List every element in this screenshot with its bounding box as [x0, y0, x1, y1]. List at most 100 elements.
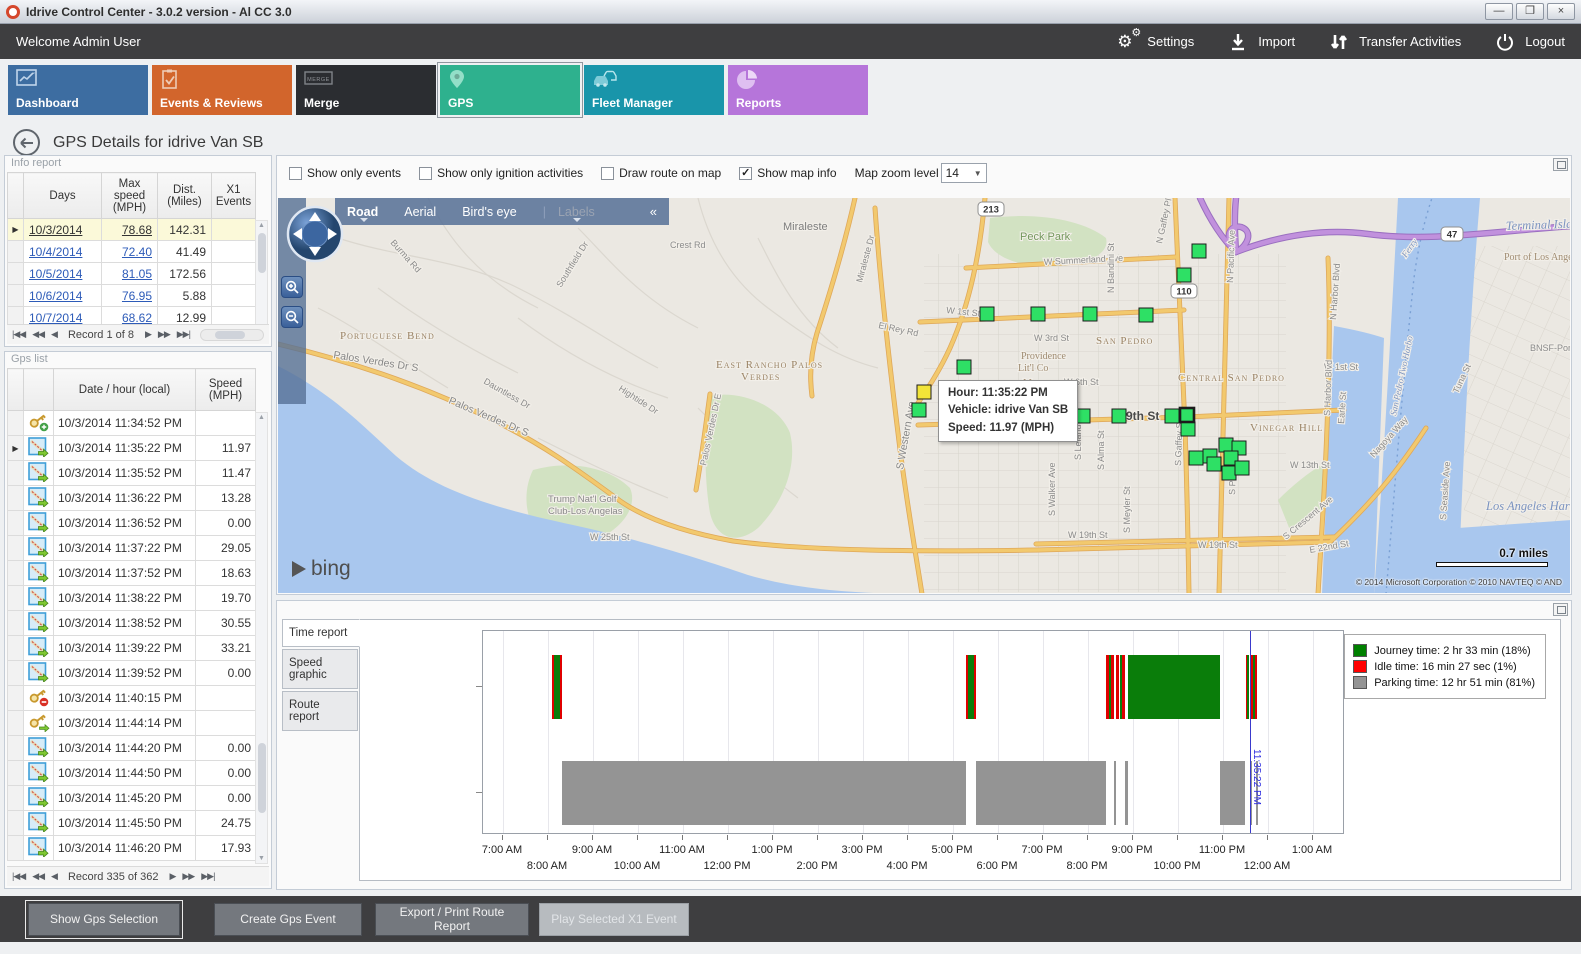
- col-speed[interactable]: Speed (MPH): [195, 368, 256, 411]
- gps-list-row[interactable]: 10/3/2014 11:36:52 PM 0.00: [7, 510, 256, 536]
- pager-hscrollbar[interactable]: [200, 328, 264, 341]
- gps-list-row[interactable]: 10/3/2014 11:40:15 PM: [7, 685, 256, 711]
- col-max-speed[interactable]: Max speed (MPH): [101, 172, 158, 219]
- map-zoom-out-button[interactable]: [281, 306, 303, 328]
- logout-button[interactable]: Logout: [1495, 32, 1565, 52]
- tile-events-reviews[interactable]: Events & Reviews: [152, 65, 292, 115]
- map-marker[interactable]: [1164, 408, 1180, 424]
- play-selected-x1-event-button[interactable]: Play Selected X1 Event: [539, 902, 689, 936]
- map-marker[interactable]: [1180, 421, 1196, 437]
- pager-prev-icon[interactable]: ◀: [51, 871, 58, 881]
- gps-list-row[interactable]: 10/3/2014 11:37:52 PM 18.63: [7, 560, 256, 586]
- max-speed-link[interactable]: 68.62: [121, 310, 152, 325]
- gps-list-row[interactable]: 10/3/2014 11:38:52 PM 30.55: [7, 610, 256, 636]
- map-marker[interactable]: [1206, 456, 1222, 472]
- gantt-plot-area[interactable]: 11:35:22 PM: [482, 630, 1344, 834]
- map-marker[interactable]: [1191, 243, 1207, 259]
- max-speed-link[interactable]: 78.68: [121, 222, 152, 237]
- map-style-aerial[interactable]: Aerial: [404, 204, 437, 219]
- export-print-route-report-button[interactable]: Export / Print Route Report: [375, 902, 529, 936]
- checkbox-show-only-events[interactable]: Show only events: [289, 166, 401, 180]
- create-gps-event-button[interactable]: Create Gps Event: [214, 902, 362, 936]
- gps-list-row[interactable]: 10/3/2014 11:36:22 PM 13.28: [7, 485, 256, 511]
- gps-list-row[interactable]: 10/3/2014 11:37:22 PM 29.05: [7, 535, 256, 561]
- max-speed-link[interactable]: 72.40: [121, 244, 152, 259]
- map-marker[interactable]: [956, 359, 972, 375]
- tile-dashboard[interactable]: Dashboard: [8, 65, 148, 115]
- pager-prev-icon[interactable]: ◀: [51, 329, 58, 339]
- pager-last-icon[interactable]: ▶▶|: [176, 329, 191, 339]
- map-marker[interactable]: [1176, 267, 1192, 283]
- checkbox-show-only-ignition-activities[interactable]: Show only ignition activities: [419, 166, 583, 180]
- map-marker[interactable]: [916, 384, 932, 400]
- tile-fleet-manager[interactable]: Fleet Manager: [584, 65, 724, 115]
- gps-list-row[interactable]: 10/3/2014 11:35:52 PM 11.47: [7, 460, 256, 486]
- pager-first-icon[interactable]: |◀◀: [12, 329, 26, 339]
- day-link[interactable]: 10/4/2014: [29, 244, 83, 259]
- col-distance[interactable]: Dist. (Miles): [157, 172, 212, 219]
- gps-list-row[interactable]: 10/3/2014 11:38:22 PM 19.70: [7, 585, 256, 611]
- col-date-hour[interactable]: Date / hour (local): [53, 368, 196, 411]
- show-gps-selection-button[interactable]: Show Gps Selection: [25, 899, 183, 939]
- info-report-row[interactable]: ▶ 10/3/2014 78.68 142.31: [7, 218, 256, 241]
- map-style-birdseye[interactable]: Bird's eye: [462, 204, 517, 219]
- info-scrollbar[interactable]: ▲ ▼: [255, 220, 268, 332]
- max-speed-link[interactable]: 76.95: [121, 288, 152, 303]
- map-marker[interactable]: [1030, 306, 1046, 322]
- day-link[interactable]: 10/6/2014: [29, 288, 83, 303]
- navbar-collapse-button[interactable]: «: [649, 204, 657, 219]
- info-report-row[interactable]: 10/7/2014 68.62 12.99: [7, 306, 256, 329]
- pager-next-icon[interactable]: ▶: [169, 871, 176, 881]
- map-marker[interactable]: [1218, 437, 1234, 453]
- gps-scrollbar[interactable]: ▲ ▼: [255, 412, 268, 864]
- pager-next-page-icon[interactable]: ▶▶: [182, 871, 195, 881]
- map-marker[interactable]: [1188, 450, 1204, 466]
- day-link[interactable]: 10/5/2014: [29, 266, 83, 281]
- transfer-activities-button[interactable]: Transfer Activities: [1329, 32, 1461, 52]
- info-report-row[interactable]: 10/5/2014 81.05 172.56: [7, 262, 256, 285]
- map-panel-expand-button[interactable]: [1553, 158, 1568, 171]
- map-compass-control[interactable]: [285, 204, 345, 264]
- map-viewport[interactable]: Burma Rd Crest Rd Southfield Dr Miraleste Mi…: [278, 198, 1570, 593]
- gps-list-row[interactable]: 10/3/2014 11:44:14 PM: [7, 710, 256, 736]
- checkbox-draw-route-on-map[interactable]: Draw route on map: [601, 166, 721, 180]
- pager-prev-page-icon[interactable]: ◀◀: [32, 871, 45, 881]
- tab-speed-graphic[interactable]: Speed graphic: [282, 649, 358, 689]
- max-speed-link[interactable]: 81.05: [121, 266, 152, 281]
- checkbox-show-map-info[interactable]: ✓ Show map info: [739, 166, 837, 180]
- map-marker[interactable]: [979, 306, 995, 322]
- tab-time-report[interactable]: Time report: [282, 619, 360, 647]
- minimize-button[interactable]: —: [1485, 3, 1513, 20]
- map-zoom-in-button[interactable]: [281, 276, 303, 298]
- pager-next-icon[interactable]: ▶: [145, 329, 152, 339]
- tab-route-report[interactable]: Route report: [282, 691, 358, 731]
- pager-last-icon[interactable]: ▶▶|: [201, 871, 215, 881]
- day-link[interactable]: 10/3/2014: [29, 222, 83, 237]
- map-marker[interactable]: [1111, 408, 1127, 424]
- day-link[interactable]: 10/7/2014: [29, 310, 83, 325]
- gps-list-row[interactable]: 10/3/2014 11:34:52 PM: [7, 410, 256, 436]
- col-x1-events[interactable]: X1 Events: [211, 172, 256, 219]
- info-report-row[interactable]: 10/6/2014 76.95 5.88: [7, 284, 256, 307]
- gps-list-row[interactable]: 10/3/2014 11:44:50 PM 0.00: [7, 760, 256, 786]
- map-style-road[interactable]: Road: [347, 204, 379, 222]
- map-marker[interactable]: [1138, 307, 1154, 323]
- gps-list-row[interactable]: 10/3/2014 11:39:52 PM 0.00: [7, 660, 256, 686]
- map-marker[interactable]: [1082, 306, 1098, 322]
- gps-list-row[interactable]: 10/3/2014 11:45:20 PM 0.00: [7, 785, 256, 811]
- pager-next-page-icon[interactable]: ▶▶: [157, 329, 171, 339]
- map-marker[interactable]: [1178, 406, 1196, 424]
- gps-list-row[interactable]: 10/3/2014 11:46:20 PM 17.93: [7, 835, 256, 861]
- pager-prev-page-icon[interactable]: ◀◀: [32, 329, 45, 339]
- map-marker[interactable]: [1234, 460, 1250, 476]
- info-report-row[interactable]: 10/4/2014 72.40 41.49: [7, 240, 256, 263]
- settings-button[interactable]: ⚙ ⚙ Settings: [1117, 27, 1194, 52]
- pager-first-icon[interactable]: |◀◀: [12, 871, 26, 881]
- import-button[interactable]: Import: [1228, 32, 1295, 52]
- chart-panel-expand-button[interactable]: [1553, 603, 1568, 616]
- maximize-button[interactable]: ❐: [1516, 3, 1544, 20]
- map-marker[interactable]: [911, 402, 927, 418]
- tile-gps-active[interactable]: GPS: [437, 62, 583, 118]
- gps-list-row[interactable]: 10/3/2014 11:44:20 PM 0.00: [7, 735, 256, 761]
